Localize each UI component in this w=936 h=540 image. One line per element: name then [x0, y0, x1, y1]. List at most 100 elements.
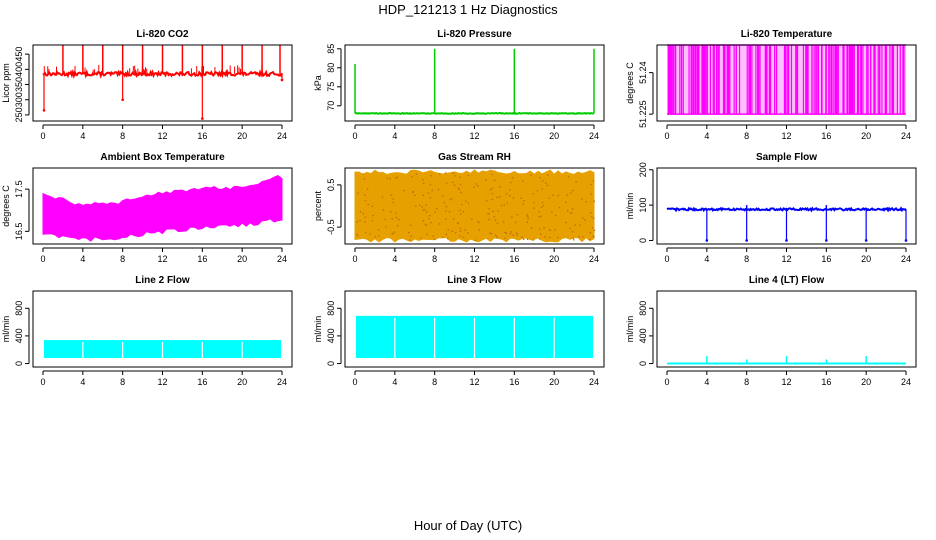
series [42, 45, 284, 120]
plot-frame [656, 290, 917, 368]
rh-point [366, 188, 369, 190]
rh-point [541, 188, 543, 190]
x-tick-label: 24 [901, 131, 911, 141]
rh-point [471, 218, 473, 220]
rh-point [536, 190, 539, 192]
rh-point [411, 176, 413, 178]
rh-point [491, 193, 494, 195]
rh-point [421, 206, 423, 208]
x-tick-label: 24 [901, 377, 911, 387]
rh-point [499, 185, 501, 188]
rh-point [539, 228, 541, 230]
series [354, 48, 595, 115]
panel-title: Gas Stream RH [438, 152, 511, 163]
rh-point [430, 221, 432, 224]
rh-point [516, 213, 519, 216]
rh-point [414, 194, 416, 197]
rh-point [512, 234, 514, 236]
y-tick-label: 100 [638, 198, 648, 213]
plot-frame [656, 44, 917, 122]
rh-point [538, 238, 541, 240]
y-axis-label: kPa [313, 75, 323, 91]
rh-point [589, 238, 591, 241]
x-tick-label: 16 [821, 131, 831, 141]
rh-point [395, 212, 397, 215]
rh-point [385, 226, 387, 228]
y-axis-label: percent [313, 190, 323, 221]
rh-point [571, 189, 574, 192]
rh-point [452, 218, 455, 220]
y-axis-label: degrees C [1, 185, 11, 227]
x-tick-label: 16 [821, 377, 831, 387]
rh-point [512, 197, 515, 199]
rh-point [489, 189, 492, 191]
rh-point [571, 208, 574, 210]
rh-point [533, 201, 535, 204]
rh-point [495, 234, 497, 237]
rh-point [575, 181, 577, 183]
rh-point [473, 186, 475, 188]
rh-point [426, 211, 428, 213]
rh-point [521, 236, 523, 238]
rh-point [415, 205, 417, 207]
plot-frame [656, 167, 917, 245]
x-tick-label: 16 [197, 254, 207, 264]
panel-5: Gas Stream RH percent 0 4 8 12 16 20 24 -0.5 0.5 [313, 152, 605, 264]
rh-point [539, 177, 541, 179]
rh-point [454, 175, 456, 177]
panel-title: Line 2 Flow [135, 275, 190, 286]
rh-point [511, 176, 514, 179]
y-tick-label: 400 [14, 62, 24, 77]
y-axis-label: ml/min [313, 316, 323, 343]
rh-point [509, 189, 511, 191]
rh-point [398, 218, 400, 221]
rh-point [541, 202, 544, 204]
x-tick-label: 0 [352, 254, 357, 264]
rh-point [527, 217, 529, 220]
rh-point [422, 194, 424, 197]
rh-point [441, 195, 444, 197]
rh-point [452, 181, 454, 183]
rh-point [581, 198, 583, 200]
x-tick-label: 8 [744, 131, 749, 141]
rh-point [565, 221, 567, 224]
rh-point [549, 229, 551, 232]
rh-point [486, 199, 488, 202]
x-axis: 0 4 8 12 16 20 24 [352, 370, 599, 387]
rh-point [530, 227, 533, 229]
rh-point [526, 221, 528, 223]
rh-point [377, 229, 380, 231]
rh-point [392, 198, 394, 200]
rh-point [454, 232, 457, 234]
x-tick-label: 4 [392, 131, 397, 141]
panel-6: Sample Flow ml/min 0 4 8 12 16 20 24 0 100 200 [625, 152, 917, 264]
y-tick-label: 350 [14, 77, 24, 92]
rh-point [381, 196, 384, 198]
rh-point [547, 174, 549, 176]
rh-point [369, 233, 371, 235]
x-tick-label: 24 [589, 254, 599, 264]
rh-point [491, 173, 493, 176]
rh-point [544, 236, 546, 238]
rh-point [584, 219, 586, 221]
rh-point [445, 182, 448, 185]
x-tick-label: 24 [901, 254, 911, 264]
x-tick-label: 4 [80, 377, 85, 387]
rh-point [448, 210, 451, 213]
rh-point [590, 211, 592, 214]
x-axis: 0 4 8 12 16 20 24 [664, 247, 911, 264]
x-tick-label: 8 [432, 131, 437, 141]
rh-point [445, 210, 447, 212]
panel-3: Li-820 Temperature degrees C 0 4 8 12 16 20 24 51… [625, 29, 917, 141]
dip-point [201, 117, 204, 120]
y-tick-label: 400 [14, 328, 24, 343]
x-tick-label: 0 [352, 131, 357, 141]
rh-point [429, 197, 432, 199]
rh-point [487, 212, 489, 215]
rh-point [532, 239, 534, 241]
rh-point [592, 180, 595, 182]
y-tick-label: 450 [14, 47, 24, 62]
y-tick-label: 400 [326, 328, 336, 343]
